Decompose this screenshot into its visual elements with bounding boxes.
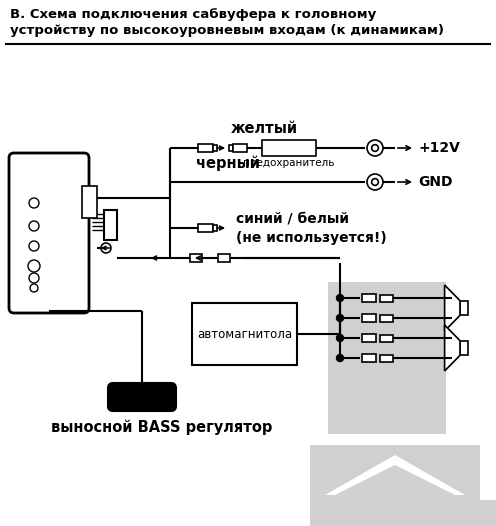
Bar [362,314,376,322]
Bar [362,354,376,362]
Bar [310,500,496,526]
Text: синий / белый: синий / белый [236,211,349,225]
FancyBboxPatch shape [9,153,89,313]
Circle shape [29,221,39,231]
Circle shape [367,140,383,156]
Text: желтый: желтый [231,121,298,136]
Circle shape [30,284,38,292]
Circle shape [372,145,378,151]
Bar [198,224,213,232]
Circle shape [336,355,344,361]
Text: (не используется!): (не используется!) [236,231,387,245]
Text: GND: GND [418,175,452,189]
Bar [82,186,97,218]
Text: предохранитель: предохранитель [243,158,335,168]
Circle shape [372,179,378,185]
Bar [104,210,117,240]
Bar [198,144,213,152]
Bar [192,303,297,365]
Bar [213,225,217,231]
Polygon shape [444,285,460,331]
Circle shape [29,241,39,251]
Text: устройству по высокоуровневым входам (к динамикам): устройству по высокоуровневым входам (к … [10,24,444,37]
Bar [328,282,446,434]
Text: В. Схема подключения сабвуфера к головному: В. Схема подключения сабвуфера к головно… [10,8,376,21]
Polygon shape [325,455,465,495]
Text: выносной BASS регулятор: выносной BASS регулятор [51,419,273,435]
Bar [229,145,233,151]
Bar [460,341,468,356]
Bar [362,294,376,302]
Circle shape [367,174,383,190]
Bar [460,301,468,316]
Circle shape [101,243,111,253]
Circle shape [29,198,39,208]
Circle shape [29,273,39,283]
Bar [190,254,202,262]
Text: черный: черный [196,156,260,171]
Bar [213,145,217,151]
Bar [362,334,376,342]
Polygon shape [444,325,460,371]
Polygon shape [310,445,480,526]
Bar [380,355,393,361]
Bar [233,144,247,152]
Text: +12V: +12V [418,141,460,155]
Bar [380,295,393,301]
Circle shape [336,315,344,321]
Text: автомагнитола: автомагнитола [197,328,292,340]
FancyBboxPatch shape [108,383,176,411]
Circle shape [336,295,344,301]
Bar [380,335,393,341]
Circle shape [28,260,40,272]
Circle shape [336,335,344,341]
Bar [218,254,230,262]
Bar [380,315,393,321]
Bar [262,140,316,156]
